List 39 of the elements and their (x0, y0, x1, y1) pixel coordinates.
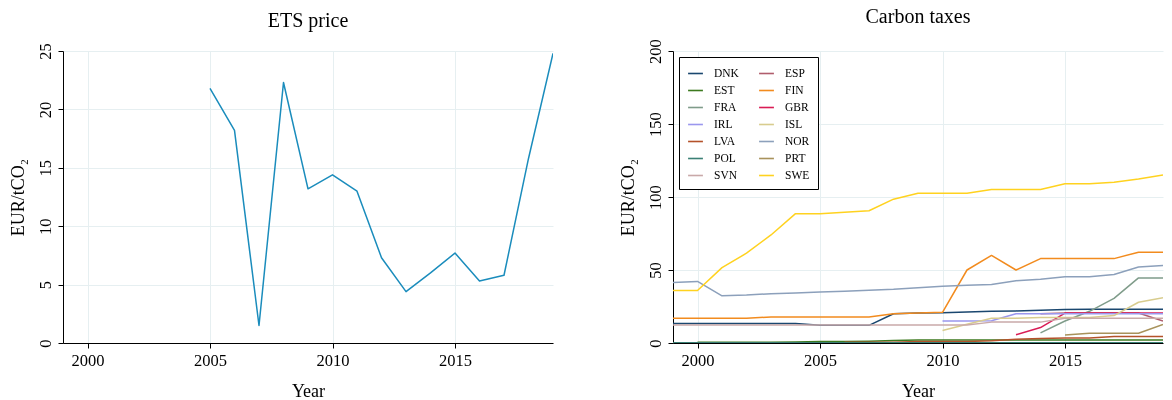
legend-label: POL (714, 151, 736, 164)
legend-label: ISL (785, 117, 803, 130)
x-tick-label: 2010 (316, 350, 350, 370)
legend-label: SVN (714, 168, 738, 181)
legend-label: PRT (785, 151, 806, 164)
legend-label: DNK (714, 66, 740, 79)
y-tick-label: 0 (645, 339, 665, 348)
y-tick-label: 25 (35, 43, 55, 60)
x-tick-label: 2005 (194, 350, 227, 370)
y-tick-label: 10 (35, 218, 55, 235)
y-tick-label: 20 (35, 101, 55, 119)
y-axis-title: EUR/tCO₂ (617, 158, 638, 237)
legend-label: ESP (785, 66, 805, 79)
y-tick-label: 15 (35, 160, 55, 177)
legend-label: GBR (785, 100, 809, 113)
legend-label: IRL (714, 117, 733, 130)
legend-label: EST (714, 83, 735, 96)
y-tick-label: 150 (645, 112, 665, 137)
chart-title: Carbon taxes (865, 4, 971, 27)
x-tick-label: 2005 (804, 350, 837, 370)
x-tick-label: 2000 (71, 350, 105, 370)
x-axis-title: Year (291, 381, 326, 400)
x-tick-label: 2010 (926, 350, 960, 370)
legend-label: FIN (785, 83, 805, 96)
x-axis-title: Year (901, 381, 936, 400)
legend-label: LVA (714, 134, 736, 147)
x-tick-label: 2015 (1049, 350, 1082, 370)
y-tick-label: 5 (35, 280, 55, 290)
legend-label: NOR (785, 134, 810, 147)
legend-label: SWE (785, 168, 810, 181)
y-tick-label: 50 (645, 262, 665, 279)
chart-title: ETS price (267, 8, 349, 32)
x-tick-label: 2000 (681, 350, 715, 370)
y-tick-label: 200 (645, 39, 665, 64)
y-axis-title: EUR/tCO₂ (7, 158, 28, 237)
y-tick-label: 0 (35, 339, 55, 348)
y-tick-label: 100 (645, 185, 665, 210)
legend-label: FRA (714, 100, 738, 113)
x-tick-label: 2015 (439, 350, 472, 370)
